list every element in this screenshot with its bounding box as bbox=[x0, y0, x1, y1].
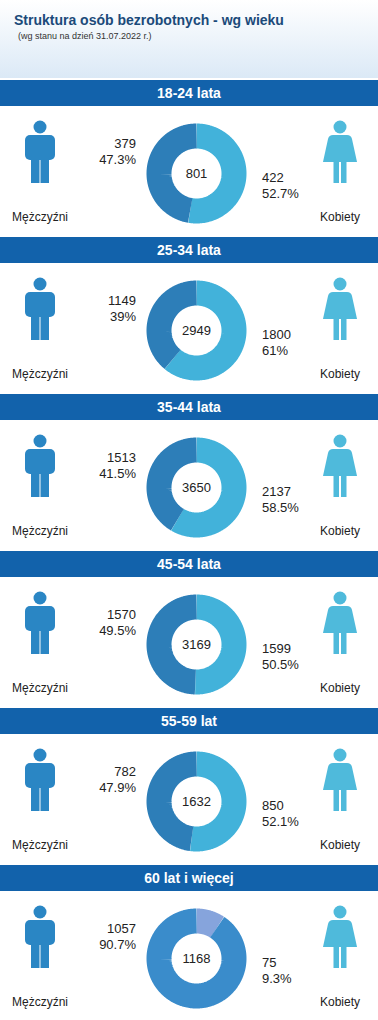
html-text:47.3%: 47.3% bbox=[99, 152, 136, 167]
html-text:Mężczyźni: Mężczyźni bbox=[12, 367, 68, 381]
html-text:2137: 2137 bbox=[262, 484, 291, 499]
html-text:1800: 1800 bbox=[262, 327, 291, 342]
html-text:49.5%: 49.5% bbox=[99, 623, 136, 638]
html-text:Mężczyźni: Mężczyźni bbox=[12, 210, 68, 224]
html-text:52.7%: 52.7% bbox=[262, 186, 299, 201]
html-text:379: 379 bbox=[114, 136, 136, 151]
html-text:Kobiety: Kobiety bbox=[320, 838, 360, 852]
html-text:41.5%: 41.5% bbox=[99, 466, 136, 481]
html-text:1057: 1057 bbox=[107, 921, 136, 936]
html-text:Mężczyźni: Mężczyźni bbox=[12, 681, 68, 695]
html-text:75: 75 bbox=[262, 955, 277, 970]
html-text:35-44 lata: 35-44 lata bbox=[157, 399, 221, 415]
html-text:(wg stanu na dzień 31.07.2022: (wg stanu na dzień 31.07.2022 r.) bbox=[18, 31, 152, 41]
html-text:39%: 39% bbox=[110, 309, 136, 324]
svg-text:1168: 1168 bbox=[183, 951, 211, 966]
html-text:1570: 1570 bbox=[107, 607, 136, 622]
html-text:782: 782 bbox=[114, 764, 136, 779]
html-text:Mężczyźni: Mężczyźni bbox=[12, 838, 68, 852]
html-text:18-24 lata: 18-24 lata bbox=[157, 85, 221, 101]
html-text:9.3%: 9.3% bbox=[262, 971, 292, 986]
svg-text:2949: 2949 bbox=[182, 323, 211, 338]
html-text:90.7%: 90.7% bbox=[99, 937, 136, 952]
html-text:58.5%: 58.5% bbox=[262, 500, 299, 515]
html-text:52.1%: 52.1% bbox=[262, 814, 299, 829]
html-text:47.9%: 47.9% bbox=[99, 780, 136, 795]
html-text:Mężczyźni: Mężczyźni bbox=[12, 995, 68, 1009]
html-text:1599: 1599 bbox=[262, 641, 291, 656]
html-text:Kobiety: Kobiety bbox=[320, 210, 360, 224]
html-text:Kobiety: Kobiety bbox=[320, 524, 360, 538]
html-text:Kobiety: Kobiety bbox=[320, 995, 360, 1009]
html-text:850: 850 bbox=[262, 798, 284, 813]
html-text:Struktura osób bezrobotnych -: Struktura osób bezrobotnych - wg wieku bbox=[14, 12, 284, 28]
html-text:61%: 61% bbox=[262, 343, 288, 358]
svg-text:3650: 3650 bbox=[182, 480, 211, 495]
html-text:45-54 lata: 45-54 lata bbox=[157, 556, 221, 572]
html-text:55-59 lat: 55-59 lat bbox=[161, 713, 217, 729]
html-text:Kobiety: Kobiety bbox=[320, 681, 360, 695]
html-text:422: 422 bbox=[262, 170, 284, 185]
html-text:50.5%: 50.5% bbox=[262, 657, 299, 672]
html-text:1149: 1149 bbox=[108, 293, 136, 308]
html-text:1513: 1513 bbox=[107, 450, 136, 465]
html-text:60 lat i więcej: 60 lat i więcej bbox=[144, 870, 234, 886]
html-text:Kobiety: Kobiety bbox=[320, 367, 360, 381]
svg-text:3169: 3169 bbox=[182, 637, 211, 652]
svg-text:801: 801 bbox=[186, 166, 208, 181]
svg-text:1632: 1632 bbox=[182, 794, 211, 809]
html-text:25-34 lata: 25-34 lata bbox=[157, 242, 221, 258]
html-text:Mężczyźni: Mężczyźni bbox=[12, 524, 68, 538]
